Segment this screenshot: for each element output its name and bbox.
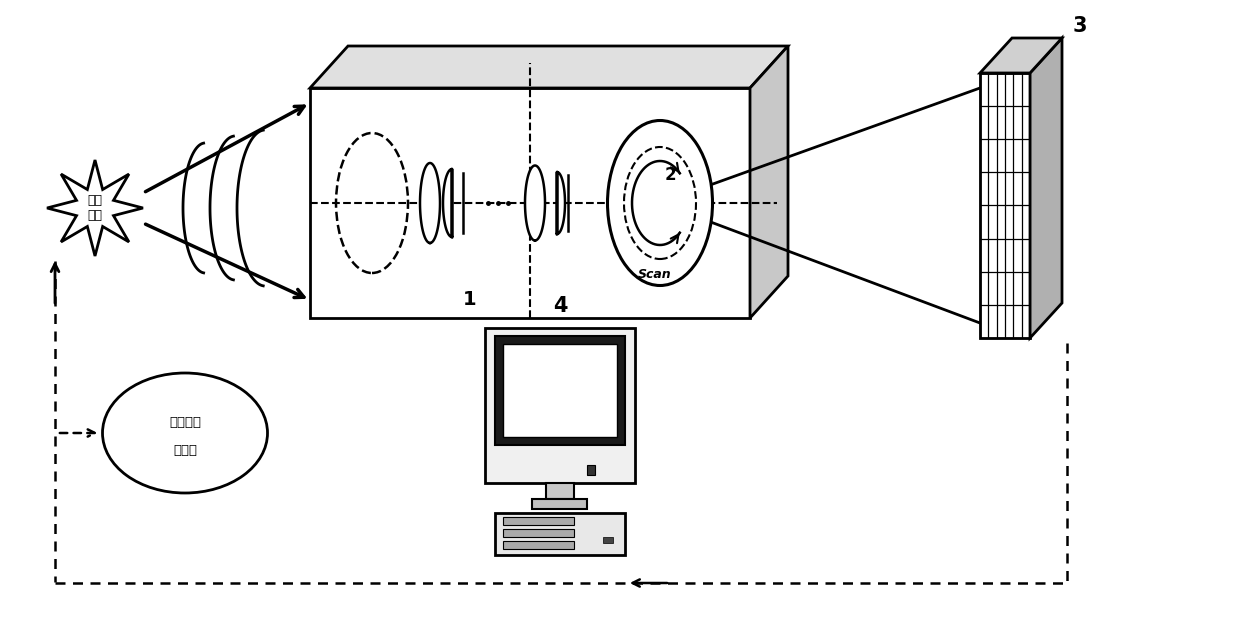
Polygon shape bbox=[420, 163, 440, 243]
Bar bbox=[485, 328, 635, 483]
Polygon shape bbox=[525, 165, 546, 241]
Bar bbox=[587, 465, 595, 475]
Bar bbox=[603, 537, 613, 543]
Bar bbox=[503, 541, 574, 549]
Text: 3: 3 bbox=[1073, 16, 1087, 36]
Polygon shape bbox=[1030, 38, 1061, 338]
Bar bbox=[503, 344, 618, 436]
Text: 1: 1 bbox=[464, 290, 477, 309]
Text: 4: 4 bbox=[553, 296, 567, 316]
Text: 目标
物体: 目标 物体 bbox=[88, 194, 103, 222]
Polygon shape bbox=[47, 160, 143, 256]
Text: 探测的波: 探测的波 bbox=[169, 417, 201, 429]
Bar bbox=[532, 499, 588, 509]
Polygon shape bbox=[310, 46, 787, 88]
Bar bbox=[503, 529, 574, 537]
Polygon shape bbox=[557, 172, 565, 234]
Polygon shape bbox=[443, 169, 453, 237]
Text: 前分布: 前分布 bbox=[174, 445, 197, 457]
Bar bbox=[546, 483, 574, 499]
Ellipse shape bbox=[103, 373, 268, 493]
Bar bbox=[503, 517, 574, 525]
Ellipse shape bbox=[608, 121, 713, 285]
Bar bbox=[495, 513, 625, 555]
Polygon shape bbox=[750, 46, 787, 318]
Text: 2: 2 bbox=[665, 166, 676, 184]
Text: Scan: Scan bbox=[639, 269, 672, 281]
Polygon shape bbox=[310, 88, 750, 318]
Polygon shape bbox=[980, 38, 1061, 73]
Bar bbox=[495, 336, 625, 445]
Polygon shape bbox=[980, 73, 1030, 338]
